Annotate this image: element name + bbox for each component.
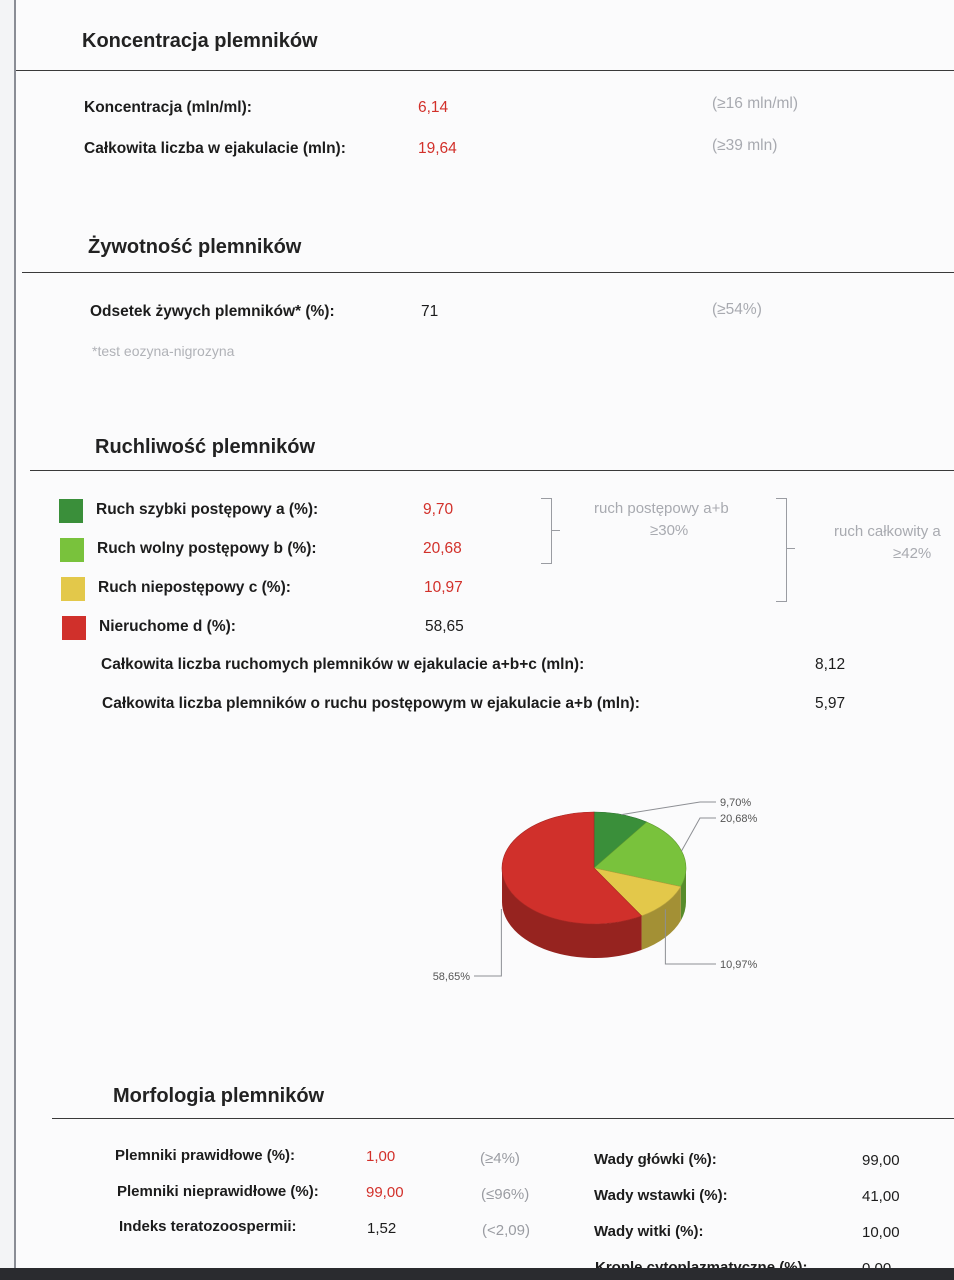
swatch-d [62,616,86,640]
bracket-total-tick [787,548,795,549]
teratozoospermia-ref: (<2,09) [482,1222,530,1239]
bracket-progressive-tick [552,530,560,531]
pie-side-b [680,868,686,921]
test-note: *test eozyna-nigrozyna [92,343,235,359]
total-count-ref: (≥39 mln) [712,137,778,154]
total-ref-value: ≥42% [893,545,932,562]
pie-slice-b [593,821,687,887]
swatch-b [60,538,84,562]
normal-forms-ref: (≥4%) [480,1150,520,1167]
concentration-title: Koncentracja plemników [82,30,318,52]
vitality-rule [22,272,954,273]
abnormal-forms-value: 99,00 [366,1184,404,1201]
morphology-rule [52,1118,954,1119]
pie-label-a: 9,70% [720,797,751,809]
pie-label-b: 20,68% [720,813,758,825]
motility-a-label: Ruch szybki postępowy a (%): [96,501,319,518]
total-progressive-label: Całkowita liczba plemników o ruchu postę… [102,695,640,712]
total-motile-label: Całkowita liczba ruchomych plemników w e… [101,656,585,673]
concentration-value: 6,14 [418,99,449,116]
motility-d-value: 58,65 [425,618,464,635]
motility-pie-chart: 9,70% 20,68% 10,97% 58,65% [433,797,758,983]
bracket-progressive [541,498,552,564]
swatch-a [59,499,83,523]
motility-a-value: 9,70 [423,501,454,518]
pie-labels: 9,70% 20,68% 10,97% 58,65% [433,797,758,983]
teratozoospermia-value: 1,52 [367,1220,397,1237]
abnormal-forms-label: Plemniki nieprawidłowe (%): [117,1183,319,1200]
total-progressive-value: 5,97 [815,695,846,712]
pie-leader-b [681,817,716,852]
live-sperm-ref: (≥54%) [712,301,762,318]
report-page [14,0,954,1280]
total-count-label: Całkowita liczba w ejakulacie (mln): [84,140,346,157]
head-defects-value: 99,00 [862,1152,900,1169]
abnormal-forms-ref: (≤96%) [481,1186,530,1203]
motility-title: Ruchliwość plemników [95,436,316,458]
swatch-c [61,577,85,601]
head-defects-label: Wady główki (%): [594,1151,717,1168]
pie-top [501,811,687,925]
tail-defects-value: 10,00 [862,1224,900,1241]
pie-leader-d [474,909,502,977]
pie-label-d: 58,65% [433,971,471,983]
concentration-label: Koncentracja (mln/ml): [84,99,252,116]
morphology-title: Morfologia plemników [113,1085,325,1107]
motility-b-value: 20,68 [423,540,462,557]
concentration-ref: (≥16 mln/ml) [712,95,799,112]
motility-b-label: Ruch wolny postępowy b (%): [97,540,317,557]
pie-leader-a [621,801,716,816]
pie-depth [502,868,686,958]
screen-bezel [0,1268,954,1280]
pie-side-d [502,868,642,958]
normal-forms-value: 1,00 [366,1148,396,1165]
motility-c-label: Ruch niepostępowy c (%): [98,579,291,596]
motility-d-label: Nieruchome d (%): [99,618,236,635]
live-sperm-value: 71 [421,303,439,320]
motility-rule [30,470,954,471]
teratozoospermia-label: Indeks teratozoospermii: [119,1218,297,1235]
normal-forms-label: Plemniki prawidłowe (%): [115,1147,296,1164]
progressive-ref-label: ruch postępowy a+b [594,500,729,517]
total-count-value: 19,64 [418,140,457,157]
pie-slice-d [501,811,643,925]
live-sperm-label: Odsetek żywych plemników* (%): [90,303,335,320]
tail-defects-label: Wady witki (%): [594,1223,704,1240]
midpiece-defects-label: Wady wstawki (%): [594,1187,728,1204]
total-ref-label: ruch całkowity a [834,523,941,540]
vitality-title: Żywotność plemników [88,236,302,258]
total-motile-value: 8,12 [815,656,846,673]
concentration-rule [16,70,954,71]
progressive-ref-value: ≥30% [650,522,689,539]
pie-side-c [641,886,681,950]
midpiece-defects-value: 41,00 [862,1188,900,1205]
pie-leader-c [664,909,716,965]
motility-c-value: 10,97 [424,579,463,596]
pie-label-c: 10,97% [720,959,758,971]
bracket-total [776,498,787,602]
